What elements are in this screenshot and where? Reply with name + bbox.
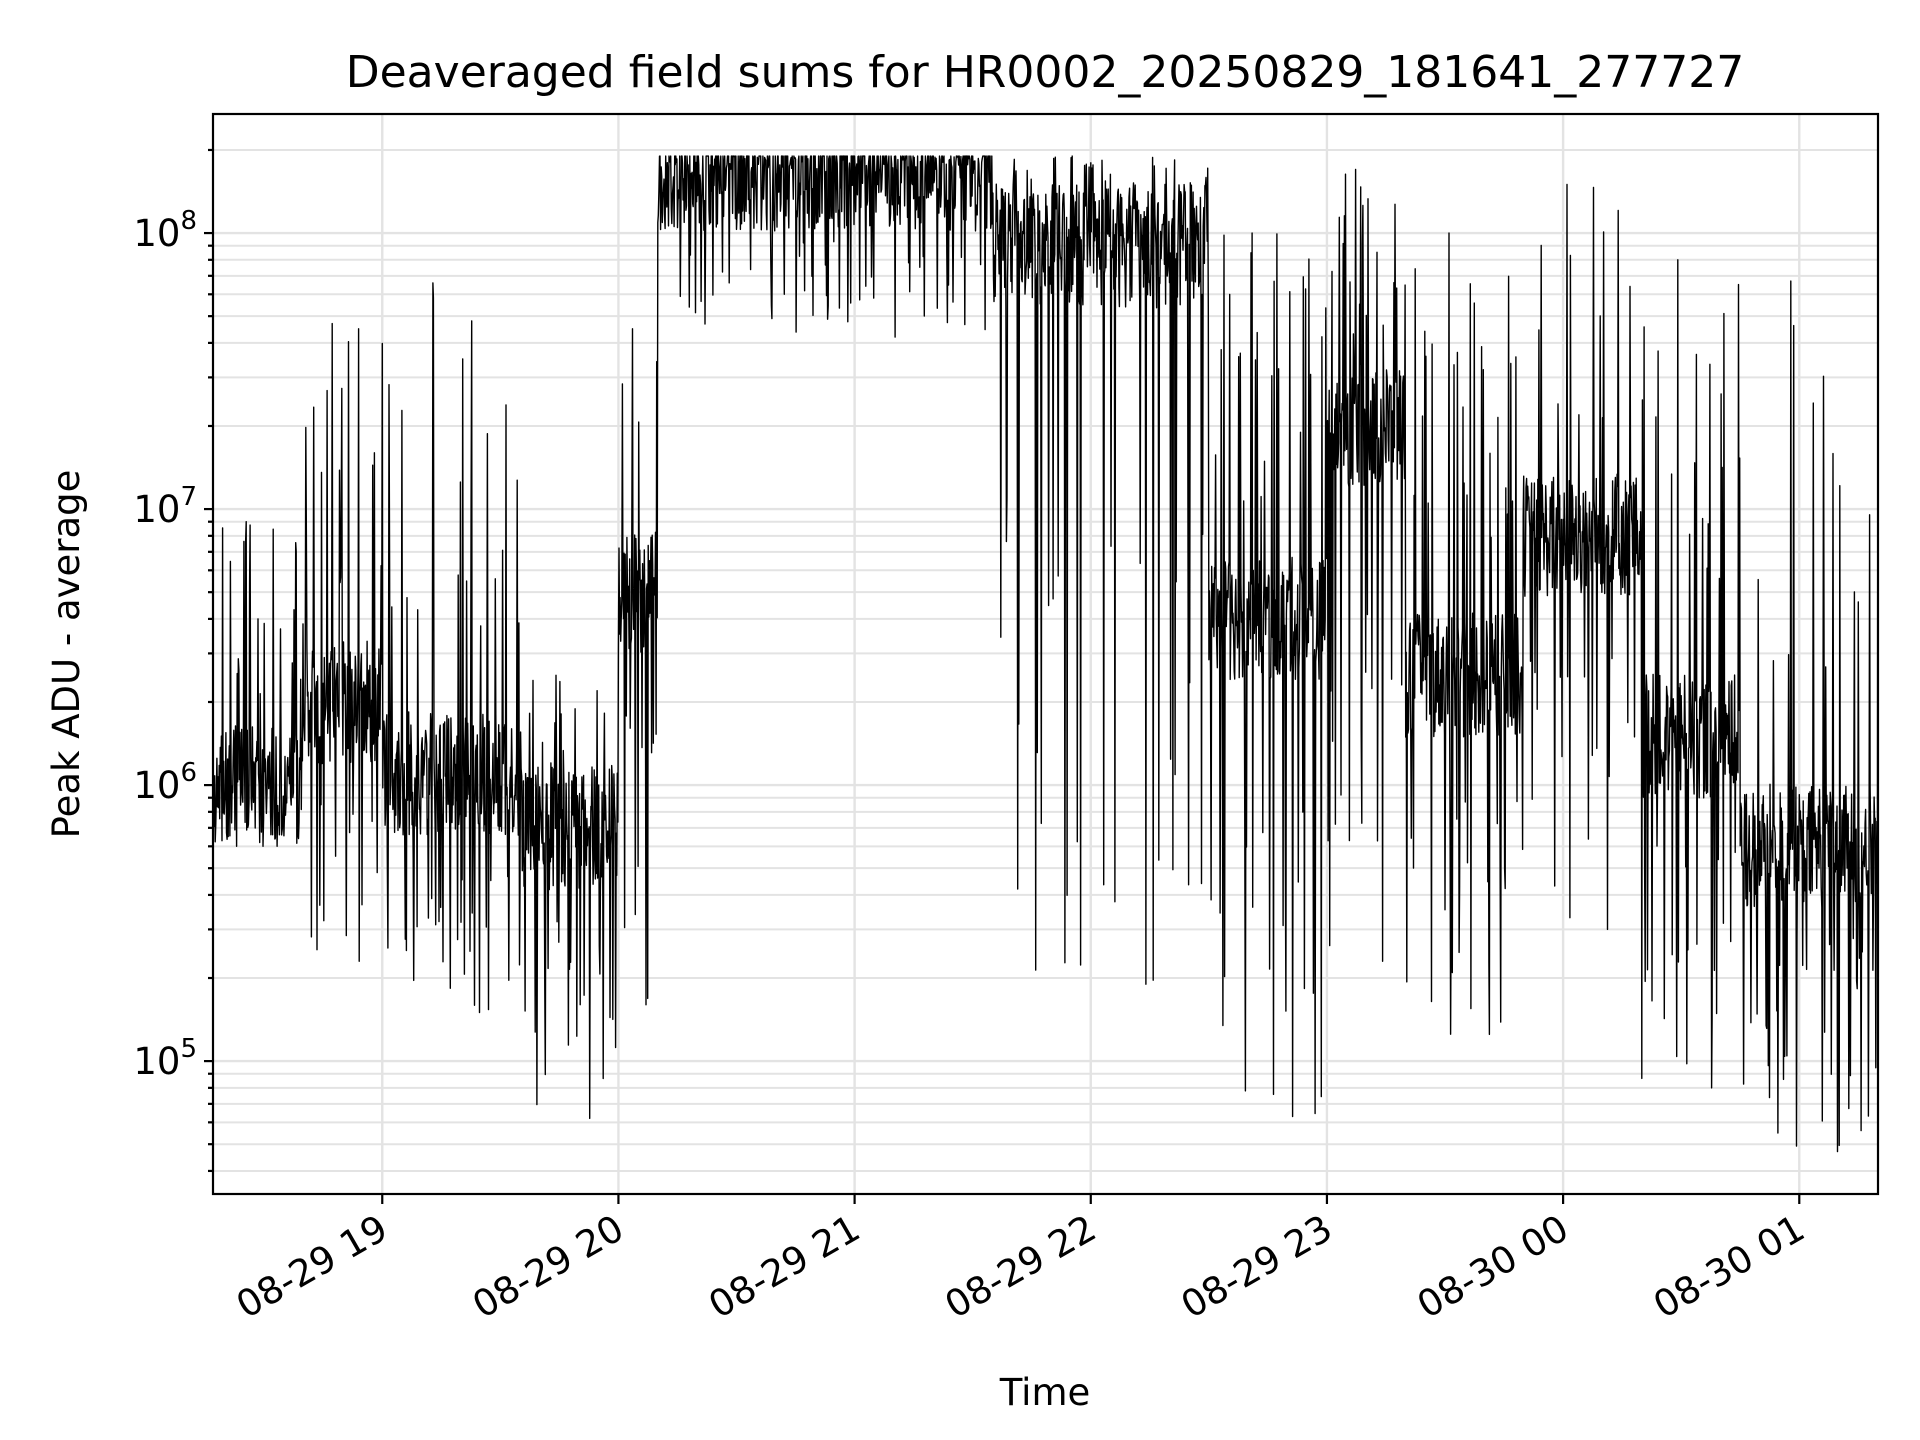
y-axis-ticks: 105 106 107 108: [133, 148, 213, 1173]
series-layer: [212, 155, 1879, 1153]
x-axis-label: Time: [999, 1371, 1091, 1414]
y-tick-label: 106: [133, 758, 197, 807]
chart-title: Deaveraged field sums for HR0002_2025082…: [346, 47, 1745, 98]
series-line: [212, 155, 1879, 1153]
y-axis-label: Peak ADU - average: [45, 470, 88, 839]
y-tick-label: 108: [133, 206, 197, 255]
y-tick-label: 107: [133, 482, 197, 531]
y-tick-label: 105: [133, 1034, 197, 1083]
